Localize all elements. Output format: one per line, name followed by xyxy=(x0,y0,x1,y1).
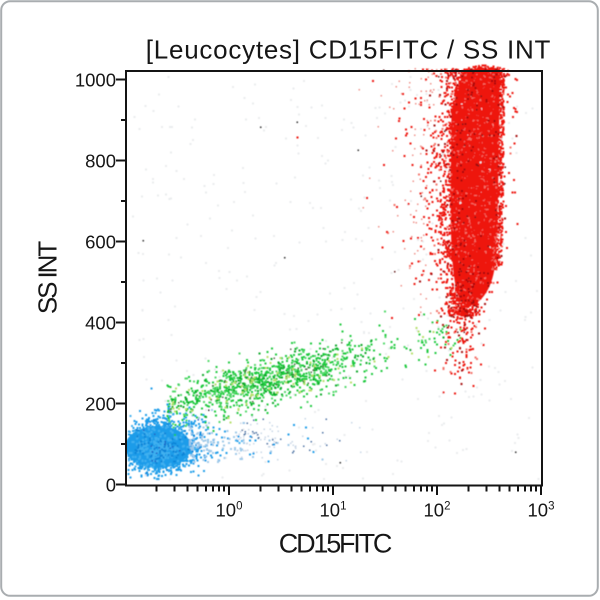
svg-text:103: 103 xyxy=(528,500,555,521)
svg-text:[Leucocytes] CD15FITC / SS INT: [Leucocytes] CD15FITC / SS INT xyxy=(146,35,551,65)
svg-text:400: 400 xyxy=(85,313,116,334)
svg-text:800: 800 xyxy=(85,151,116,172)
svg-text:600: 600 xyxy=(85,232,116,253)
svg-text:SS INT: SS INT xyxy=(33,241,63,314)
svg-text:102: 102 xyxy=(424,500,451,521)
svg-text:CD15FITC: CD15FITC xyxy=(279,529,392,559)
svg-text:101: 101 xyxy=(320,500,347,521)
svg-text:0: 0 xyxy=(106,475,116,496)
svg-text:100: 100 xyxy=(216,500,243,521)
svg-text:200: 200 xyxy=(85,394,116,415)
svg-text:1000: 1000 xyxy=(75,70,116,91)
